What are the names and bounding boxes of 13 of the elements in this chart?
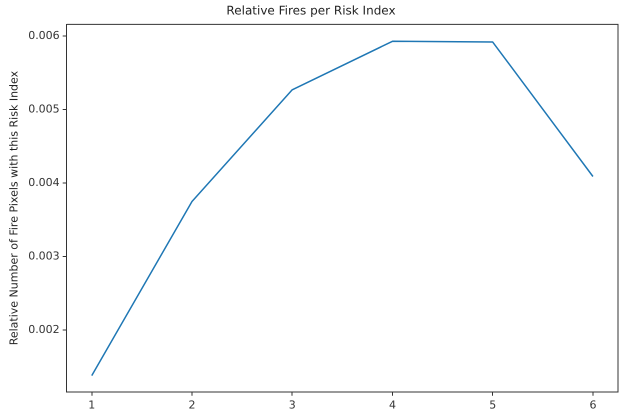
y-tick-label: 0.003 <box>28 249 60 262</box>
chart-title: Relative Fires per Risk Index <box>226 3 396 18</box>
x-tick-label: 5 <box>489 398 496 412</box>
x-tick-label: 4 <box>388 398 396 412</box>
x-tick-label: 1 <box>88 398 96 412</box>
y-tick-label: 0.006 <box>28 29 60 42</box>
y-tick-label: 0.004 <box>28 176 60 189</box>
y-axis-title: Relative Number of Fire Pixels with this Risk Index <box>7 70 20 346</box>
y-tick-label: 0.002 <box>28 322 60 336</box>
x-tick-label: 2 <box>188 398 196 412</box>
x-tick-label: 6 <box>589 398 596 412</box>
y-tick-label: 0.005 <box>28 102 60 116</box>
x-tick-label: 3 <box>288 398 296 412</box>
